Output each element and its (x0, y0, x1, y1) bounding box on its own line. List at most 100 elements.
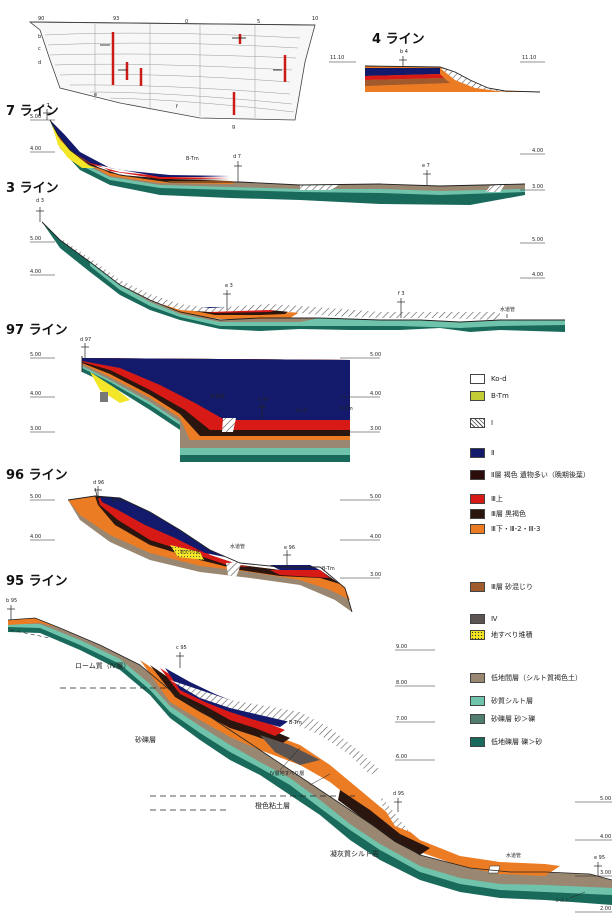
legend-label: B-Tm (491, 392, 509, 400)
section-7-profile (30, 109, 545, 205)
legend-label: Ⅲ下・Ⅲ-2・Ⅲ-3 (491, 525, 541, 533)
tuff-label: 凝灰質シルト岩 (330, 849, 379, 858)
ko-label: ko-d (296, 408, 307, 414)
elevation-mark: 7.00 (396, 716, 407, 722)
legend-swatch (470, 470, 485, 480)
plan-map (28, 21, 316, 121)
plan-label: g (232, 124, 235, 130)
legend-item: Ⅰ (470, 416, 493, 430)
point-label: e 7 (422, 163, 430, 169)
elevation-mark: 4.00 (30, 146, 41, 152)
legend-label: Ⅳ (491, 615, 498, 623)
legend-item: Ⅲ層 砂混じり (470, 580, 533, 594)
plan-label: 90 (38, 16, 44, 22)
legend-swatch (470, 630, 485, 640)
legend-item: Ⅲ上 (470, 492, 503, 506)
point-label: d 7 (233, 154, 241, 160)
section-4-profile (329, 56, 545, 93)
silt-label: シルト (555, 898, 570, 904)
plan-label: 10 (312, 16, 318, 22)
legend-item: 低地間層（シルト質褐色土） (470, 671, 582, 685)
legend-swatch (470, 391, 485, 401)
elevation-mark: 4.00 (370, 391, 381, 397)
point-label: f 3 (398, 291, 405, 297)
legend-label: 砂礫層 砂＞礫 (491, 715, 536, 723)
elevation-mark: 3.00 (30, 426, 41, 432)
legend-item: B-Tm (470, 389, 509, 403)
point-label: d 96 (93, 480, 104, 486)
section-title-97: 97 ライン (6, 323, 68, 338)
legend-label: Ⅲ層 黒褐色 (491, 510, 527, 518)
section-95-profile (7, 605, 613, 913)
point-label: e 97 (258, 397, 269, 403)
tephra-label: B-Tm (112, 498, 125, 504)
legend-swatch (470, 673, 485, 683)
pipe-label: 水道管 (210, 393, 225, 400)
legend-swatch (470, 374, 485, 384)
loam-label: ローム質（Ⅳ層） (75, 661, 130, 670)
legend-label: 砂質シルト層 (491, 697, 533, 705)
legend-swatch (470, 494, 485, 504)
elevation-mark: 11.10 (522, 55, 536, 61)
elevation-mark: 4.00 (532, 148, 543, 154)
elevation-mark: 5.00 (30, 114, 41, 120)
legend-label: Ⅲ層 砂混じり (491, 583, 534, 591)
legend-label: Ⅱ (491, 449, 495, 457)
point-label: e 95 (594, 855, 605, 861)
gravel-label: 砂礫層 (135, 735, 156, 744)
elevation-mark: 11.10 (330, 55, 344, 61)
elevation-mark: 4.00 (30, 534, 41, 540)
elevation-mark: 5.00 (370, 494, 381, 500)
legend-swatch (470, 418, 485, 428)
legend-item: Ⅱ層 褐色 遺物多い（晩期後葉） (470, 468, 590, 482)
legend-item: Ⅳ (470, 612, 497, 626)
legend-swatch (470, 448, 485, 458)
clay-label: 橙色粘土層 (255, 801, 290, 810)
plan-label: c (38, 46, 41, 52)
legend-label: 低地間層（シルト質褐色土） (491, 674, 582, 682)
slide-label: 地すべり層 (180, 548, 200, 554)
elevation-mark: 5.00 (30, 494, 41, 500)
legend-swatch (470, 737, 485, 747)
plan-label: 5 (257, 19, 260, 25)
legend-swatch (470, 509, 485, 519)
legend-item: 砂礫層 砂＞礫 (470, 712, 535, 726)
elevation-mark: 8.00 (396, 680, 407, 686)
section-title-3: 3 ライン (6, 181, 59, 196)
legend-swatch (470, 524, 485, 534)
legend-label: Ⅰ (491, 419, 494, 427)
elevation-mark: 4.00 (30, 269, 41, 275)
elevation-mark: 4.00 (370, 534, 381, 540)
legend-label: Ⅲ上 (491, 495, 503, 503)
section-title-4: 4 ライン (372, 32, 425, 47)
legend-label: 地すべり堆積 (491, 631, 533, 639)
elevation-mark: 4.00 (600, 834, 611, 840)
tephra-label: B-Tm (186, 156, 199, 162)
plan-label: b (38, 34, 41, 40)
legend-item: Ⅲ下・Ⅲ-2・Ⅲ-3 (470, 522, 540, 536)
pipe-label: 水道管 (506, 852, 521, 859)
point-label: c 95 (176, 645, 187, 651)
legend-label: 低地礫層 礫＞砂 (491, 738, 543, 746)
elevation-mark: 4.00 (532, 272, 543, 278)
elevation-mark: 6.00 (396, 754, 407, 760)
point-label: c 7 (42, 103, 50, 109)
elevation-mark: 5.00 (30, 352, 41, 358)
legend-label: Ko-d (491, 375, 507, 383)
elevation-mark: 5.00 (30, 236, 41, 242)
plan-label: 0 (185, 19, 188, 25)
point-label: b 95 (6, 598, 17, 604)
elevation-mark: 2.00 (600, 906, 611, 912)
point-label: d 95 (393, 791, 404, 797)
legend-item: Ⅲ層 黒褐色 (470, 507, 526, 521)
legend-item: 地すべり堆積 (470, 628, 533, 642)
pipe-label: 水道管 (500, 306, 515, 313)
legend-item: Ⅱ (470, 446, 494, 460)
tephra-label: B-Tm (322, 566, 335, 572)
elevation-mark: 5.00 (600, 796, 611, 802)
section-97-profile (30, 343, 380, 462)
section-title-96: 96 ライン (6, 468, 68, 483)
elevation-mark: 3.00 (532, 184, 543, 190)
plan-label: 93 (113, 16, 119, 22)
